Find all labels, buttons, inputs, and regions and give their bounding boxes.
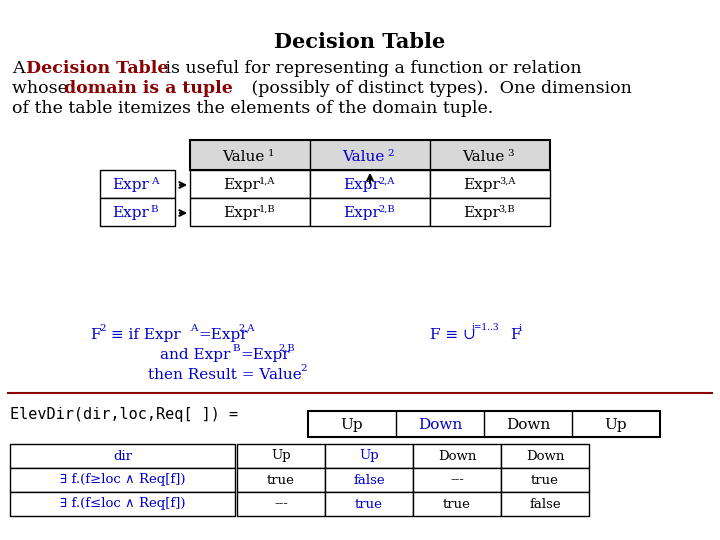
Bar — [190, 198, 310, 226]
Bar — [501, 492, 589, 516]
Text: A: A — [190, 324, 197, 333]
Bar — [10, 492, 235, 516]
Text: 1: 1 — [268, 148, 274, 158]
Bar — [413, 444, 501, 468]
Text: Up: Up — [271, 449, 291, 462]
Text: is useful for representing a function or relation: is useful for representing a function or… — [160, 60, 582, 77]
Bar — [100, 170, 175, 198]
Bar — [430, 198, 550, 226]
Text: Decision Table: Decision Table — [26, 60, 168, 77]
Bar — [308, 411, 660, 437]
Bar — [325, 492, 413, 516]
Text: A: A — [150, 177, 158, 186]
Text: ElevDir(dir,loc,Req[ ]) =: ElevDir(dir,loc,Req[ ]) = — [10, 407, 238, 422]
Text: A: A — [12, 60, 30, 77]
Text: 1,A: 1,A — [258, 177, 275, 186]
Text: Value: Value — [342, 150, 384, 164]
Text: Expr: Expr — [343, 206, 380, 220]
Text: true: true — [267, 474, 295, 487]
Text: true: true — [531, 474, 559, 487]
Text: ∃ f.(f≥loc ∧ Req[f]): ∃ f.(f≥loc ∧ Req[f]) — [60, 474, 185, 487]
Text: =Expr: =Expr — [240, 348, 289, 362]
Bar — [413, 468, 501, 492]
Text: Up: Up — [341, 418, 364, 432]
Text: 2: 2 — [387, 148, 395, 158]
Text: Expr: Expr — [464, 178, 500, 192]
Text: 3,B: 3,B — [499, 205, 516, 213]
Text: Up: Up — [605, 418, 627, 432]
Text: 2: 2 — [300, 364, 307, 373]
Text: B: B — [232, 344, 240, 353]
Text: B: B — [150, 205, 158, 213]
Text: 2,A: 2,A — [379, 177, 395, 186]
Text: ∃ f.(f≤loc ∧ Req[f]): ∃ f.(f≤loc ∧ Req[f]) — [60, 497, 185, 510]
Bar — [325, 444, 413, 468]
Bar — [325, 468, 413, 492]
Text: =Expr: =Expr — [198, 328, 248, 342]
Text: of the table itemizes the elements of the domain tuple.: of the table itemizes the elements of th… — [12, 100, 493, 117]
Text: true: true — [443, 497, 471, 510]
Text: Down: Down — [438, 449, 476, 462]
Text: 2,B: 2,B — [278, 344, 294, 353]
Bar — [190, 170, 310, 198]
Text: domain is a tuple: domain is a tuple — [64, 80, 233, 97]
Text: and Expr: and Expr — [160, 348, 230, 362]
Text: Down: Down — [526, 449, 564, 462]
Text: i: i — [519, 324, 522, 333]
Text: 3,A: 3,A — [499, 177, 516, 186]
Text: dir: dir — [113, 449, 132, 462]
Bar — [237, 444, 325, 468]
Bar — [237, 492, 325, 516]
Bar — [413, 492, 501, 516]
Bar — [237, 468, 325, 492]
Bar — [190, 140, 550, 170]
Text: 3: 3 — [508, 148, 514, 158]
Text: Decision Table: Decision Table — [274, 32, 446, 52]
Bar — [501, 444, 589, 468]
Text: i=1..3: i=1..3 — [472, 323, 500, 332]
Text: Expr: Expr — [112, 206, 149, 220]
Text: F: F — [510, 328, 521, 342]
Text: ≡ if Expr: ≡ if Expr — [106, 328, 181, 342]
Bar — [310, 198, 430, 226]
Text: Up: Up — [359, 449, 379, 462]
Text: 1,B: 1,B — [258, 205, 275, 213]
Text: then Result = Value: then Result = Value — [148, 368, 302, 382]
Text: false: false — [529, 497, 561, 510]
Text: Expr: Expr — [343, 178, 380, 192]
Text: true: true — [355, 497, 383, 510]
Text: Expr: Expr — [464, 206, 500, 220]
Text: ---: --- — [274, 497, 288, 510]
Text: Value: Value — [462, 150, 504, 164]
Text: Value: Value — [222, 150, 264, 164]
Text: ---: --- — [450, 474, 464, 487]
Text: 2: 2 — [99, 324, 106, 333]
Bar — [310, 170, 430, 198]
Text: Expr: Expr — [224, 206, 261, 220]
Bar — [10, 444, 235, 468]
Text: 2,A: 2,A — [238, 324, 254, 333]
Bar — [430, 170, 550, 198]
Text: Expr: Expr — [112, 178, 149, 192]
Text: Down: Down — [418, 418, 462, 432]
Text: false: false — [354, 474, 384, 487]
Text: F: F — [90, 328, 101, 342]
Text: Down: Down — [506, 418, 550, 432]
Bar — [10, 468, 235, 492]
Bar — [100, 198, 175, 226]
Text: 2,B: 2,B — [379, 205, 395, 213]
Bar — [501, 468, 589, 492]
Text: (possibly of distinct types).  One dimension: (possibly of distinct types). One dimens… — [246, 80, 632, 97]
Text: F ≡ ∪: F ≡ ∪ — [430, 328, 476, 342]
Text: whose: whose — [12, 80, 73, 97]
Text: Expr: Expr — [224, 178, 261, 192]
